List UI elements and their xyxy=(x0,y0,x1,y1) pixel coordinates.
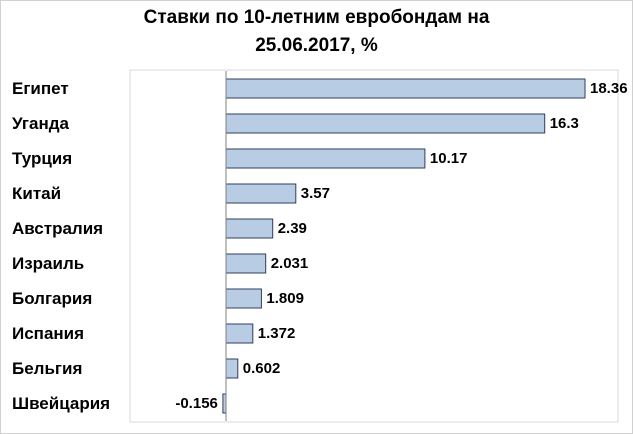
category-label-уганда: Уганда xyxy=(12,114,70,133)
value-label-египет: 18.36 xyxy=(590,80,628,97)
category-label-австралия: Австралия xyxy=(12,219,103,238)
bar-китай xyxy=(225,183,297,204)
bar-турция xyxy=(225,148,426,169)
bar-австралия xyxy=(225,218,274,239)
category-label-турция: Турция xyxy=(12,149,72,168)
category-label-израиль: Израиль xyxy=(12,254,84,273)
value-labels-group: 18.36 16.3 10.17 3.57 2.39 2.031 1.809 1.372 0.6… xyxy=(175,80,627,412)
value-label-бельгия: 0.602 xyxy=(243,360,281,377)
bar-египет xyxy=(225,78,586,99)
category-label-бельгия: Бельгия xyxy=(12,359,82,378)
bar-болгария xyxy=(225,288,262,309)
value-label-испания: 1.372 xyxy=(258,325,296,342)
chart-title: Ставки по 10-летним евробондам на 25.06.… xyxy=(0,4,633,60)
chart-title-line-2: 25.06.2017, % xyxy=(255,35,378,56)
bar-израиль xyxy=(225,253,267,274)
value-label-болгария: 1.809 xyxy=(266,290,304,307)
bar-испания xyxy=(225,323,254,344)
value-label-уганда: 16.3 xyxy=(550,115,579,132)
category-labels-group: Египет Уганда Турция Китай Австралия Израиль Б… xyxy=(12,79,110,413)
bar-бельгия xyxy=(225,358,239,379)
category-label-швейцария: Швейцария xyxy=(12,394,110,413)
value-label-турция: 10.17 xyxy=(430,150,468,167)
category-label-египет: Египет xyxy=(12,79,69,98)
value-label-китай: 3.57 xyxy=(301,185,330,202)
value-label-швейцария: -0.156 xyxy=(175,395,218,412)
chart-title-line-1: Ставки по 10-летним евробондам на xyxy=(143,7,490,28)
category-label-испания: Испания xyxy=(12,324,84,343)
value-label-израиль: 2.031 xyxy=(271,255,309,272)
bar-уганда xyxy=(225,113,546,134)
value-label-австралия: 2.39 xyxy=(278,220,307,237)
category-label-китай: Китай xyxy=(12,184,61,203)
category-label-болгария: Болгария xyxy=(12,289,92,308)
